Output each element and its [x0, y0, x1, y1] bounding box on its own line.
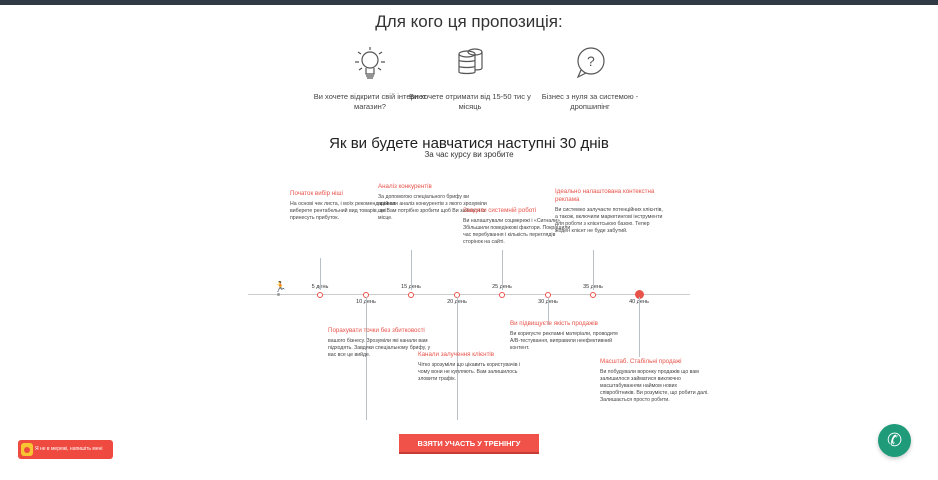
- card-text: вашого бізнесу. Зрозуміли які канали вам…: [328, 338, 431, 358]
- timeline-subtitle: За час курсу ви зробите: [424, 150, 514, 159]
- timeline-connector: [411, 250, 412, 290]
- card-title: Канали залучення клієнтів: [418, 351, 495, 358]
- card-title: Аналіз конкурентів: [378, 183, 432, 190]
- timeline-title: Як ви будете навчатися наступні 30 днів: [329, 135, 609, 152]
- phone-icon: ✆: [886, 430, 903, 450]
- timeline-card: Початок вибір ніші На основі чек листа, і…: [290, 190, 400, 222]
- runner-icon: 🏃: [274, 282, 287, 293]
- day-label: 20 день: [447, 299, 467, 305]
- timeline-connector: [593, 250, 594, 290]
- card-text: Чітко зрозуміли що цікавить користувачів…: [418, 362, 521, 382]
- join-training-button[interactable]: ВЗЯТИ УЧАСТЬ У ТРЕНІНГУ: [399, 434, 539, 454]
- timeline-connector: [457, 297, 458, 420]
- timeline-card: Порахувати точки без збитковості вашого б…: [328, 327, 438, 359]
- card-text: На основі чек листа, і моїх рекомендацій…: [290, 201, 396, 221]
- day-label: 40 день: [629, 299, 649, 305]
- timeline-card: Ідеально налаштована контекстна реклама В…: [555, 188, 665, 235]
- badge-label: Я не в мережі, напишіть мені: [35, 446, 103, 452]
- section-title: Для кого ця пропозиція:: [375, 12, 563, 31]
- card-title: Масштаб. Стабільні продажі: [600, 358, 682, 365]
- svg-text:?: ?: [587, 53, 595, 69]
- timeline-start-dot: [277, 293, 280, 296]
- card-title: Завдяки системній роботі: [463, 207, 537, 214]
- coins-icon: [458, 48, 483, 75]
- card-title: Ви підвищуєте якість продажів: [510, 320, 598, 327]
- top-bar: [0, 0, 938, 5]
- timeline-dot: [408, 292, 414, 298]
- day-label: 35 день: [583, 284, 603, 290]
- timeline-line: [248, 294, 690, 295]
- offline-chat-badge[interactable]: Я не в мережі, напишіть мені: [18, 440, 113, 459]
- feature-text: Ви хочете отримати від 15-50 тис у місяц…: [409, 92, 531, 111]
- timeline-card: Ви підвищуєте якість продажів Ви коригуєт…: [510, 320, 620, 352]
- timeline-dot: [590, 292, 596, 298]
- card-text: Ви побудували воронку продажів що вам за…: [600, 369, 709, 403]
- feature-income: Ви хочете отримати від 15-50 тис у місяц…: [405, 44, 535, 112]
- feature-shop: Ви хочете відкрити свій інтернет магазин…: [305, 44, 435, 112]
- day-label: 25 день: [492, 284, 512, 290]
- feature-text: Ви хочете відкрити свій інтернет магазин…: [313, 92, 427, 111]
- card-title: Порахувати точки без збитковості: [328, 327, 425, 334]
- question-bubble-icon: ?: [576, 47, 605, 79]
- day-label: 15 день: [401, 284, 421, 290]
- timeline-card: Аналіз конкурентів За допомогою спеціальн…: [378, 183, 488, 222]
- card-text: Ви налаштували соцмережі і «Сигнали». Зб…: [463, 218, 571, 245]
- card-title: Ідеально налаштована контекстна реклама: [555, 188, 655, 203]
- timeline-dot: [499, 292, 505, 298]
- card-title: Початок вибір ніші: [290, 190, 343, 197]
- timeline-dot: [317, 292, 323, 298]
- card-text: Ви системно залучаєте потенційних клієнт…: [555, 207, 663, 234]
- feature-dropshipping: ? Бізнес з нуля за системою - дропшипінг: [525, 44, 655, 112]
- timeline-card: Масштаб. Стабільні продажі Ви побудували …: [600, 358, 710, 404]
- timeline-connector: [320, 258, 321, 290]
- timeline-connector: [639, 297, 640, 357]
- day-label: 10 день: [356, 299, 376, 305]
- timeline-card: Канали залучення клієнтів Чітко зрозуміли…: [418, 351, 528, 383]
- card-text: За допомогою спеціального брифу ви прове…: [378, 194, 487, 221]
- card-text: Ви коригуєте рекламні матеріали, проводи…: [510, 331, 619, 351]
- feature-text: Бізнес з нуля за системою - дропшипінг: [541, 92, 639, 111]
- chat-icon: [21, 443, 33, 456]
- phone-call-button[interactable]: ✆: [878, 424, 911, 457]
- timeline-card: Завдяки системній роботі Ви налаштували с…: [463, 207, 573, 246]
- day-label: 30 день: [538, 299, 558, 305]
- day-label: 5 день: [311, 284, 329, 290]
- lightbulb-icon: [355, 47, 385, 79]
- timeline-connector: [548, 297, 549, 325]
- timeline-connector: [366, 297, 367, 420]
- timeline-connector: [502, 250, 503, 290]
